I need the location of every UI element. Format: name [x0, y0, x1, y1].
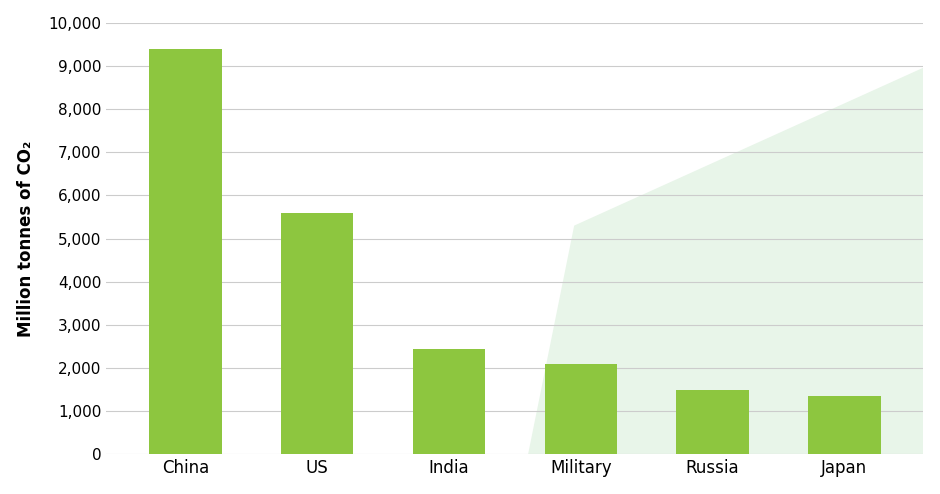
Bar: [149, 48, 222, 454]
Bar: [808, 396, 881, 454]
Polygon shape: [528, 14, 940, 454]
Bar: [676, 390, 749, 454]
Bar: [281, 212, 353, 454]
Bar: [413, 349, 485, 454]
Y-axis label: Million tonnes of CO₂: Million tonnes of CO₂: [17, 140, 35, 337]
Bar: [544, 364, 617, 454]
